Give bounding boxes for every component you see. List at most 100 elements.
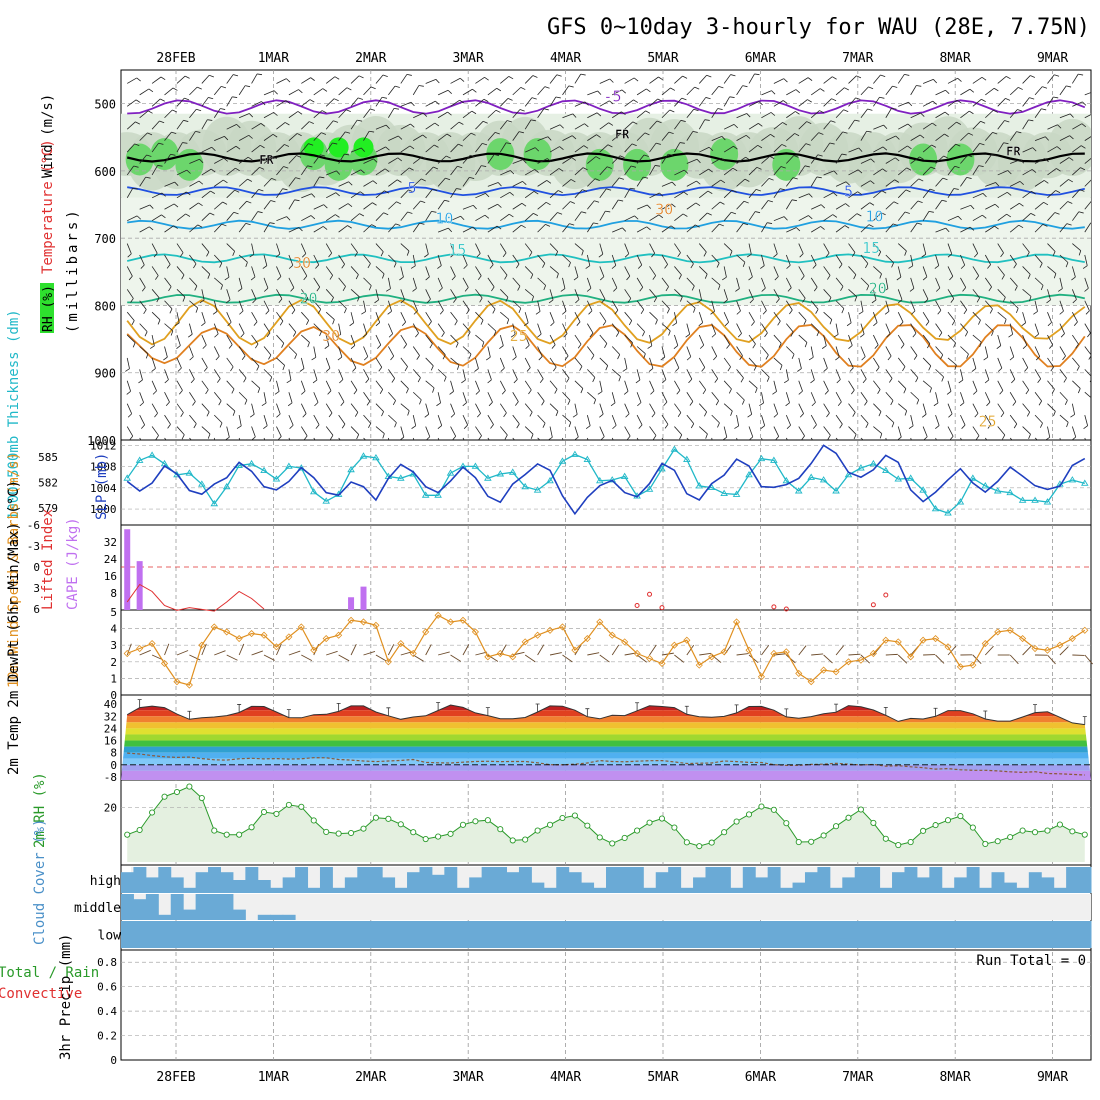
wind-barb-flag: [550, 322, 555, 327]
rh-high-blob: [523, 138, 552, 171]
li-tick-label: -3: [27, 540, 40, 553]
wind-barb: [226, 426, 230, 438]
date-axis-bottom: 28FEB 1MAR 2MAR 3MAR 4MAR 5MAR 6MAR 7MAR 8MAR 9MA…: [156, 1070, 1068, 1085]
wind-barb-flag: [926, 343, 931, 349]
cloud-level-label: high: [90, 874, 121, 889]
wind-barb: [711, 86, 719, 96]
wind-barb-flag: [458, 121, 464, 125]
wind-barb-flag: [443, 376, 447, 382]
wind-barb: [151, 192, 163, 199]
wind-barb-flag: [432, 188, 438, 191]
wind-barb-flag: [508, 76, 514, 80]
wind-barb-flag: [161, 192, 166, 197]
wind-barb-flag: [496, 225, 502, 230]
wind-barb-flag: [148, 88, 154, 93]
wind-barb: [686, 346, 692, 357]
surface-wind-barb: [176, 650, 189, 656]
wind-barb-flag: [747, 414, 752, 418]
wind-barb-flag: [626, 275, 631, 281]
wind-barb-flag: [773, 413, 778, 418]
wind-barb-flag: [916, 399, 920, 405]
wind-speed-marker: [857, 656, 865, 664]
wind-barb-flag: [978, 165, 984, 167]
wind-barb-flag: [455, 342, 459, 348]
wind-barb-flag: [1026, 411, 1031, 417]
rh-marker: [459, 821, 467, 828]
wind-barb: [611, 277, 618, 289]
lifted-index-marker: [647, 591, 653, 597]
wind-barb-flag: [891, 262, 894, 268]
wind-barb-flag: [764, 332, 768, 338]
wind-barb-flag: [548, 299, 554, 304]
wind-barb: [238, 346, 246, 356]
contour-label: 20: [869, 279, 887, 297]
wind-barb-flag: [288, 264, 294, 269]
wind-barb: [748, 73, 755, 84]
wind-barb: [151, 120, 160, 130]
wind-barb-flag: [736, 449, 740, 452]
wind-barb: [126, 357, 130, 369]
wind-barb-flag: [879, 96, 885, 99]
rh-high-blob: [150, 138, 179, 171]
wind-barb: [885, 346, 892, 357]
wind-barb: [922, 211, 930, 221]
wind-barb: [350, 426, 359, 435]
wind-barb: [935, 111, 946, 119]
wind-barb-flag: [519, 109, 525, 112]
temp-max-marker: [485, 707, 490, 716]
wind-speed-marker: [285, 633, 293, 641]
wind-barb: [524, 334, 530, 346]
wind-barb-flag: [1072, 299, 1077, 304]
wind-barb-flag: [462, 402, 467, 407]
thickness-marker: [309, 487, 318, 495]
wind-barb: [997, 98, 1006, 107]
wind-barb-flag: [222, 201, 228, 205]
wind-barb-flag: [356, 434, 360, 440]
wind-barb: [748, 243, 752, 255]
rh-marker: [758, 803, 765, 810]
wind-barb-flag: [518, 131, 524, 134]
thickness-marker: [794, 487, 803, 494]
wind-barb-flag: [301, 253, 307, 258]
wind-barb: [276, 403, 281, 415]
run-total-annotation: Run Total = 0: [976, 953, 1086, 969]
wind-barb: [761, 155, 771, 164]
wind-barb: [661, 414, 669, 425]
cloud-cover-bar: [419, 867, 433, 893]
wind-barb-flag: [284, 144, 290, 147]
wind-speed-line: [126, 614, 1086, 686]
wind-barb: [1009, 181, 1021, 187]
wind-barb-flag: [180, 412, 184, 417]
wind-speed-marker: [422, 628, 430, 636]
wind-barb: [686, 86, 695, 96]
wind-barb-flag: [652, 275, 657, 280]
rh-marker: [173, 788, 181, 796]
wind-barb-flag: [1053, 411, 1056, 417]
wind-barb-flag: [167, 424, 171, 429]
wind-barb: [935, 392, 939, 404]
wind-barb-flag: [577, 343, 582, 349]
wind-barb-flag: [278, 298, 283, 303]
surface-wind-barb: [984, 645, 994, 656]
wind-barb: [425, 426, 431, 437]
wind-barb: [848, 97, 856, 107]
wind-barb-flag: [801, 435, 805, 440]
wind-barb: [860, 300, 864, 312]
wind-barb: [176, 357, 182, 369]
wind-speed-marker: [459, 616, 467, 624]
wind-barb: [984, 414, 992, 425]
wind-barb-flag: [1095, 113, 1099, 116]
wind-barb-flag: [558, 168, 564, 172]
wind-barb: [412, 222, 420, 233]
wind-speed-marker: [944, 643, 952, 651]
wind-barb-flag: [176, 345, 181, 349]
wind-barb: [238, 369, 247, 379]
wind-barb-flag: [406, 73, 412, 76]
wind-barb: [276, 243, 281, 255]
wind-barb-flag: [197, 224, 203, 228]
precip-tick-label: 0.8: [97, 956, 117, 969]
cloud-cover-bar: [195, 872, 209, 893]
wind-barb-flag: [357, 119, 363, 122]
wind-barb-flag: [195, 446, 197, 451]
wind-barb: [475, 76, 485, 84]
